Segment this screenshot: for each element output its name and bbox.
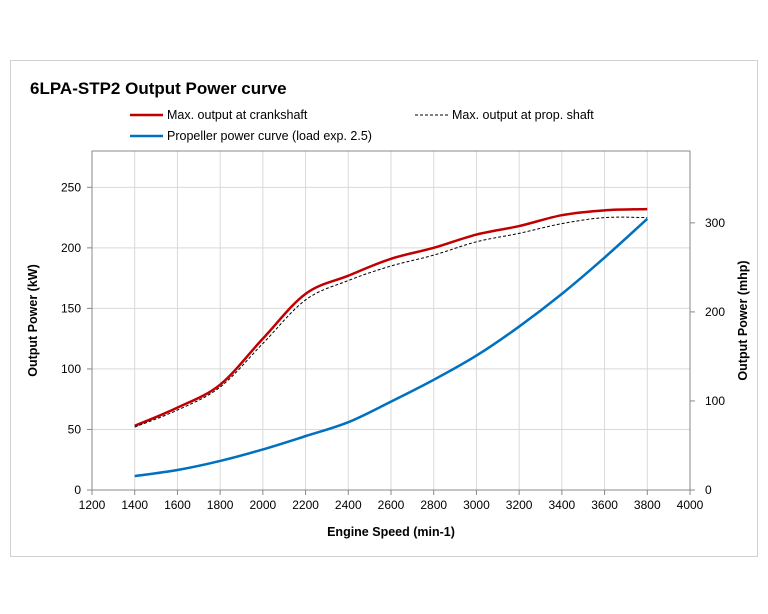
chart-title: 6LPA-STP2 Output Power curve <box>30 79 287 98</box>
legend-label-0: Max. output at crankshaft <box>167 108 308 122</box>
x-tick-label: 3800 <box>634 498 661 512</box>
y-tick-label: 0 <box>74 483 81 497</box>
y-tick-label: 200 <box>61 241 81 255</box>
x-tick-label: 3400 <box>549 498 576 512</box>
x-tick-label: 1200 <box>79 498 106 512</box>
y2-tick-label: 0 <box>705 483 712 497</box>
y-axis-label: Output Power (kW) <box>26 264 40 377</box>
y-tick-label: 50 <box>68 422 82 436</box>
y-tick-label: 150 <box>61 301 81 315</box>
x-tick-label: 1400 <box>121 498 148 512</box>
y2-tick-label: 300 <box>705 216 725 230</box>
series-line-1 <box>134 216 648 428</box>
x-tick-label: 2600 <box>378 498 405 512</box>
series-line-0 <box>134 207 648 427</box>
y2-tick-label: 200 <box>705 305 725 319</box>
y2-axis-label: Output Power (mhp) <box>736 260 750 380</box>
x-tick-label: 2800 <box>420 498 447 512</box>
x-tick-label: 2200 <box>292 498 319 512</box>
plot-area <box>91 150 691 491</box>
x-axis-label: Engine Speed (min-1) <box>327 525 455 539</box>
x-tick-label: 2400 <box>335 498 362 512</box>
x-tick-label: 3200 <box>506 498 533 512</box>
x-tick-label: 3000 <box>463 498 490 512</box>
series-line-2 <box>134 217 649 478</box>
y2-tick-label: 100 <box>705 394 725 408</box>
x-tick-label: 3600 <box>591 498 618 512</box>
legend-label-2: Propeller power curve (load exp. 2.5) <box>167 129 372 143</box>
y-tick-label: 250 <box>61 180 81 194</box>
legend-label-1: Max. output at prop. shaft <box>452 108 594 122</box>
x-tick-label: 2000 <box>250 498 277 512</box>
x-tick-label: 1800 <box>207 498 234 512</box>
y-tick-label: 100 <box>61 362 81 376</box>
x-tick-label: 4000 <box>677 498 704 512</box>
x-tick-label: 1600 <box>164 498 191 512</box>
